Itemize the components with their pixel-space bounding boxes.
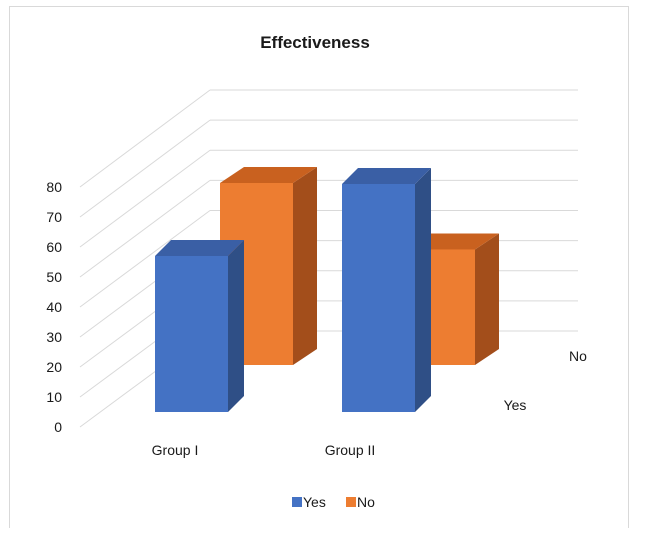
x-tick-label: Group II [325, 442, 376, 458]
legend-swatch [346, 497, 356, 507]
depth-axis-label: Yes [504, 397, 527, 413]
y-tick-label: 20 [46, 359, 62, 375]
gridline-side [80, 150, 210, 247]
y-tick-label: 0 [54, 419, 62, 435]
y-tick-label: 50 [46, 269, 62, 285]
y-tick-label: 80 [46, 179, 62, 195]
legend: Yes No [292, 494, 375, 510]
legend-label: Yes [303, 494, 326, 510]
bar-side-face [415, 168, 431, 412]
legend-item-yes: Yes [292, 494, 326, 510]
bars [155, 167, 499, 412]
y-tick-label: 40 [46, 299, 62, 315]
x-axis-ticks: Group I Group II [152, 442, 376, 458]
gridline-side [80, 90, 210, 187]
bar-front-face [342, 184, 415, 412]
y-tick-label: 70 [46, 209, 62, 225]
depth-axis-label: No [569, 348, 587, 364]
legend-label: No [357, 494, 375, 510]
bar-yes-group-i [155, 240, 244, 412]
gridline-side [80, 120, 210, 217]
x-tick-label: Group I [152, 442, 199, 458]
legend-item-no: No [346, 494, 375, 510]
y-tick-label: 10 [46, 389, 62, 405]
y-tick-label: 60 [46, 239, 62, 255]
bar-side-face [475, 233, 499, 365]
legend-swatch [292, 497, 302, 507]
gridlines [80, 90, 578, 427]
y-axis-ticks: 0 10 20 30 40 50 60 70 80 [46, 179, 62, 435]
depth-axis-labels: Yes No [504, 348, 588, 413]
bar-side-face [293, 167, 317, 365]
bar-yes-group-ii [342, 168, 431, 412]
y-tick-label: 30 [46, 329, 62, 345]
chart-title: Effectiveness [260, 33, 370, 52]
bar-front-face [155, 256, 228, 412]
bar-side-face [228, 240, 244, 412]
